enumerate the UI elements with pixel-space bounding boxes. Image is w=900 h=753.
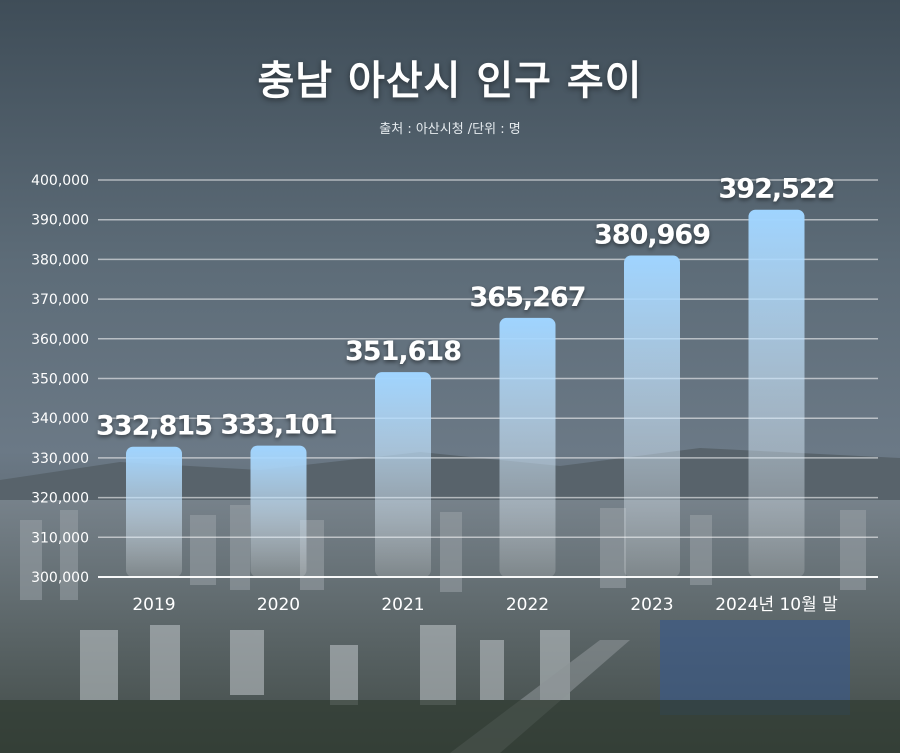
y-tick-label: 380,000: [31, 252, 89, 268]
bar: [624, 255, 680, 577]
y-tick-label: 370,000: [31, 292, 89, 308]
grid-lines: [98, 179, 878, 578]
value-labels: 332,815 333,101 351,618 365,267 380,969 392,5…: [96, 174, 835, 442]
value-label: 351,618: [345, 336, 461, 367]
y-tick-label: 330,000: [31, 451, 89, 467]
value-label: 365,267: [470, 282, 586, 313]
y-tick-label: 300,000: [31, 570, 89, 586]
x-category-label: 2024년 10월 말: [715, 595, 838, 615]
x-category-label: 2023: [630, 595, 673, 615]
bar: [126, 446, 182, 577]
value-label: 332,815: [96, 411, 212, 442]
value-label: 380,969: [594, 220, 710, 251]
value-label: 392,522: [719, 174, 835, 205]
bar: [375, 372, 431, 577]
x-category-label: 2019: [132, 595, 175, 615]
bars: [126, 209, 805, 577]
x-category-label: 2022: [506, 595, 549, 615]
y-tick-label: 340,000: [31, 411, 89, 427]
bar: [748, 209, 805, 577]
value-label: 333,101: [221, 410, 337, 441]
y-tick-label: 390,000: [31, 213, 89, 229]
bar: [499, 317, 556, 577]
bar: [250, 445, 307, 577]
y-axis-ticks: 300,000 310,000 320,000 330,000 340,000 350,0…: [31, 173, 89, 586]
x-category-label: 2020: [257, 595, 300, 615]
x-axis-labels: 2019 2020 2021 2022 2023 2024년 10월 말: [132, 595, 838, 615]
y-tick-label: 400,000: [31, 173, 89, 189]
y-tick-label: 310,000: [31, 530, 89, 546]
x-category-label: 2021: [381, 595, 424, 615]
y-tick-label: 320,000: [31, 491, 89, 507]
y-tick-label: 350,000: [31, 372, 89, 388]
chart-title: 충남 아산시 인구 추이: [257, 58, 643, 104]
chart-subtitle: 출처 : 아산시청 /단위 : 명: [379, 122, 521, 137]
y-tick-label: 360,000: [31, 332, 89, 348]
